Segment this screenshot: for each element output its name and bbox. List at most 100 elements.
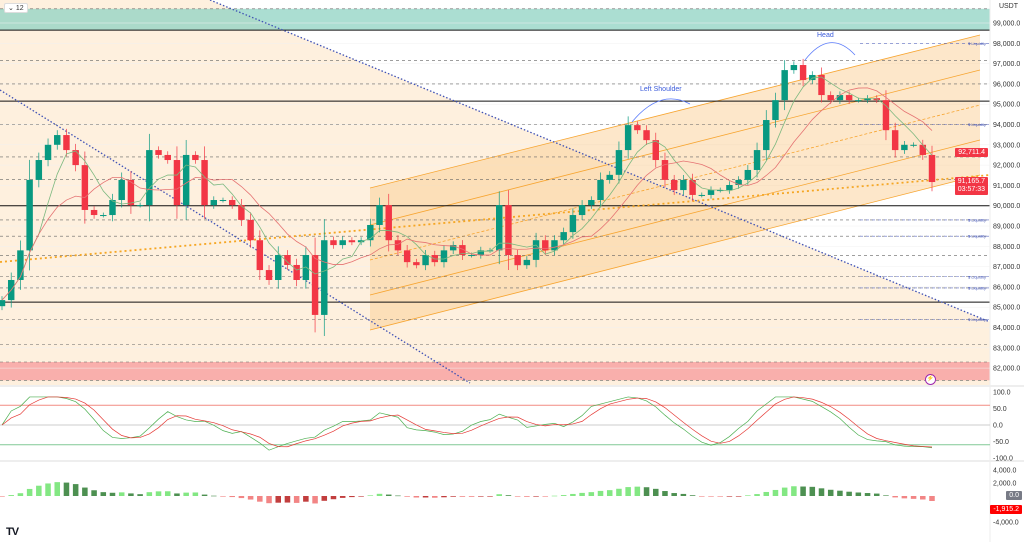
- macd-bar: [662, 491, 668, 496]
- trendline-descending: [209, 0, 991, 323]
- candle-body: [588, 200, 595, 206]
- macd-bar: [45, 483, 51, 496]
- macd-bar: [26, 488, 33, 496]
- macd-bar: [137, 494, 143, 496]
- candle-body: [293, 264, 300, 280]
- interval-badge[interactable]: ⌄ 12: [4, 3, 28, 13]
- candle-body: [385, 205, 392, 241]
- macd-bar: [735, 496, 742, 497]
- candle-body: [265, 270, 273, 280]
- price-tick: 83,000.0: [993, 345, 1020, 352]
- osc-tick: -50.0: [993, 439, 1009, 446]
- macd-bar: [330, 496, 337, 500]
- osc-tick: 0.0: [993, 423, 1003, 430]
- liquidity-label: $ Liquidity: [968, 217, 986, 222]
- macd-bar: [910, 496, 917, 499]
- left-shoulder-label: Left Shoulder: [640, 86, 682, 93]
- candle-body: [118, 179, 125, 201]
- macd-bar: [560, 495, 567, 496]
- price-tick: 88,000.0: [993, 244, 1020, 251]
- candle-body: [238, 205, 245, 220]
- macd-bar: [118, 492, 125, 496]
- candle-body: [182, 154, 190, 206]
- candle-body: [228, 200, 236, 206]
- candle-body: [146, 150, 153, 206]
- liquidity-label: $ Liquidity: [968, 234, 986, 239]
- demand-zone: [0, 362, 990, 381]
- macd-bar: [763, 491, 770, 496]
- macd-bar: [266, 496, 272, 504]
- macd-bar: [54, 482, 61, 496]
- price-tag-level: 92,711.4: [955, 148, 988, 157]
- macd-bar: [606, 490, 613, 496]
- price-tick: 96,000.0: [993, 81, 1020, 88]
- interval-value: 12: [15, 5, 24, 12]
- macd-bar: [818, 488, 825, 496]
- candle-body: [210, 200, 218, 206]
- candle-body: [413, 262, 420, 266]
- tradingview-logo[interactable]: TV: [6, 526, 19, 538]
- candle-body: [661, 160, 669, 180]
- currency-label: USDT: [998, 3, 1018, 10]
- candle-body: [680, 179, 687, 191]
- candle-body: [459, 245, 466, 256]
- macd-bar: [395, 495, 401, 497]
- macd-bar: [312, 496, 318, 504]
- macd-bar: [873, 493, 880, 496]
- osc-tick: -100.0: [993, 456, 1013, 463]
- candle-body: [542, 240, 549, 251]
- macd-bar: [100, 492, 107, 496]
- candle-body: [560, 232, 567, 241]
- macd-bar: [514, 496, 521, 497]
- macd-bar: [91, 490, 97, 496]
- macd-bar: [634, 486, 641, 496]
- last-price: 91,165.7: [957, 178, 985, 185]
- macd-bar: [422, 496, 429, 498]
- candle-body: [367, 224, 374, 241]
- channel-line: [369, 174, 981, 331]
- price-tick: 86,000.0: [993, 284, 1020, 291]
- candle-body: [726, 184, 733, 191]
- candle-body: [247, 219, 254, 241]
- macd-bar: [432, 496, 438, 498]
- candle-body: [753, 150, 761, 170]
- macd-bar: [459, 496, 466, 497]
- candle-body: [836, 95, 844, 101]
- macd-bar: [680, 493, 687, 496]
- candle-body: [127, 179, 135, 206]
- macd-bar: [192, 492, 199, 496]
- candle-body: [422, 255, 429, 266]
- macd-bar: [616, 488, 622, 496]
- candle-body: [919, 144, 927, 155]
- macd-bar: [238, 496, 245, 499]
- macd-bar: [229, 496, 235, 498]
- candle-body: [532, 240, 540, 260]
- macd-bar: [478, 496, 484, 497]
- candle-body: [496, 205, 503, 251]
- candle-body: [164, 154, 171, 161]
- macd-bar: [809, 486, 816, 496]
- osc-tick: 100.0: [993, 390, 1011, 397]
- macd-bar: [17, 493, 24, 496]
- candle-body: [54, 135, 61, 145]
- candle-body: [90, 209, 98, 216]
- candle-body: [716, 190, 724, 192]
- macd-bar: [901, 496, 908, 499]
- macd-bar: [146, 492, 153, 496]
- candle-body: [689, 179, 696, 195]
- lightning-icon[interactable]: ⚡: [925, 374, 936, 385]
- candle-body: [26, 179, 33, 251]
- candle-body: [744, 169, 752, 180]
- candle-body: [192, 154, 199, 161]
- macd-bar: [155, 491, 162, 496]
- macd-bar: [201, 494, 208, 496]
- bar-countdown: 03:57:33: [957, 186, 985, 193]
- candle-body: [901, 144, 908, 151]
- macd-bar: [588, 492, 595, 496]
- price-tick: 85,000.0: [993, 305, 1020, 312]
- macd-bar: [349, 496, 355, 498]
- candle-body: [606, 174, 613, 180]
- price-tick: 92,000.0: [993, 163, 1020, 170]
- macd-last-tag: -1,915.2: [990, 505, 1022, 514]
